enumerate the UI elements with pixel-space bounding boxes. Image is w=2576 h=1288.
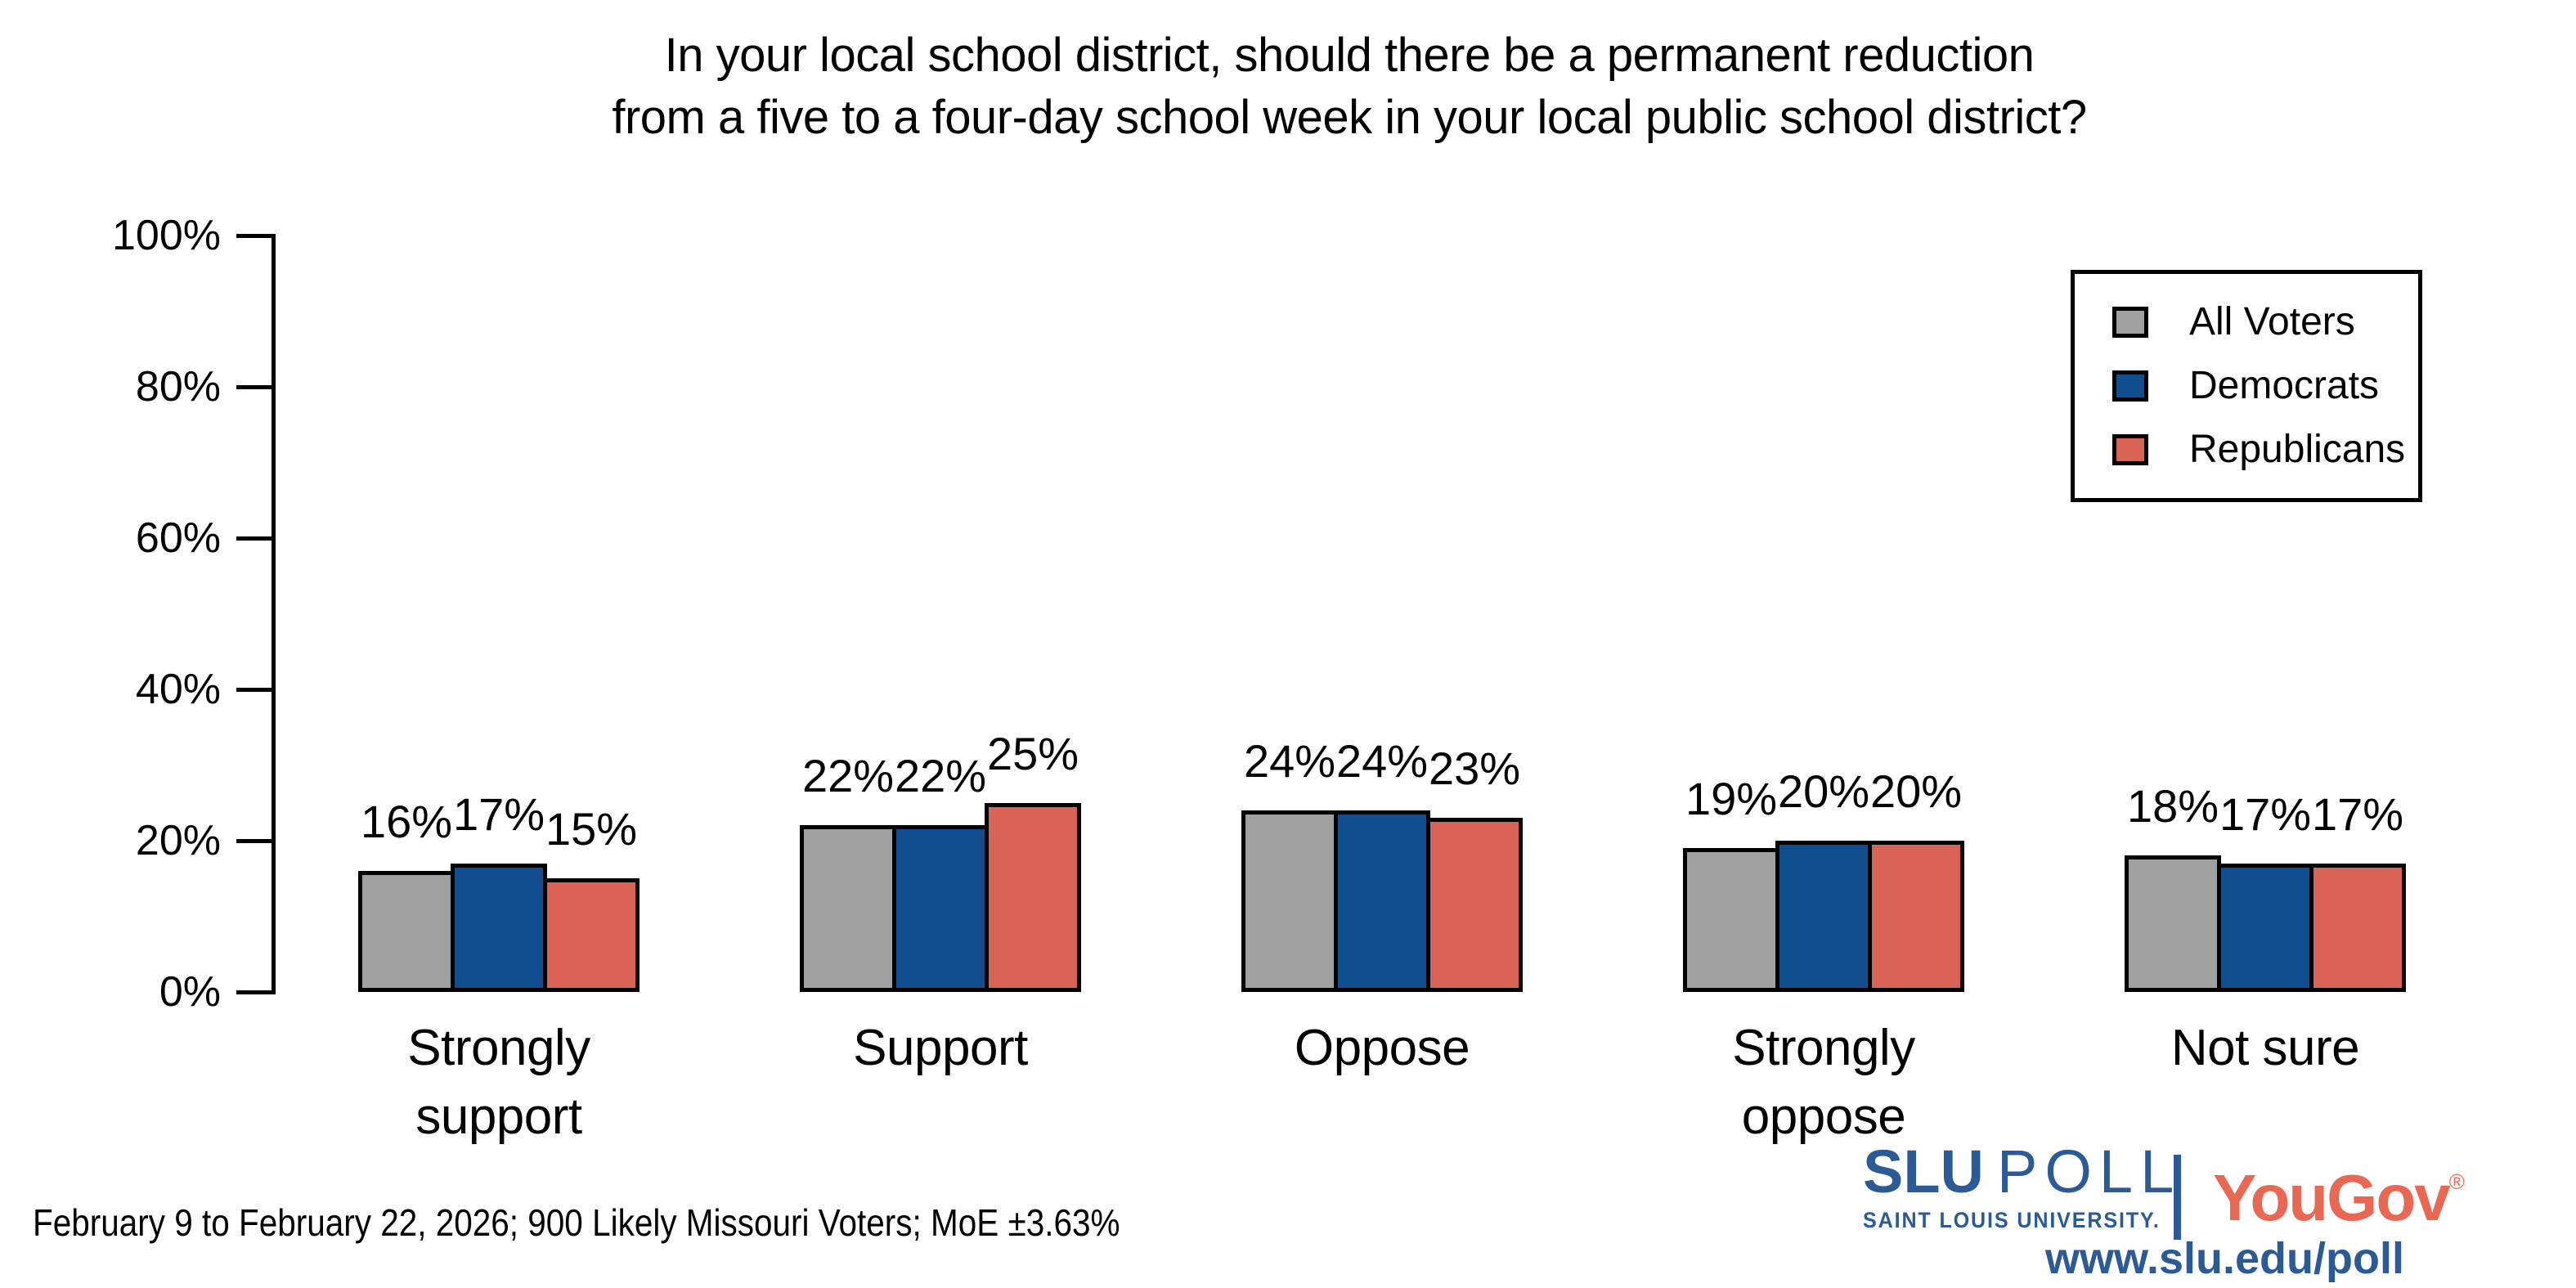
category-label-not-sure: Not sure (2012, 1014, 2519, 1083)
bar-democrats-support (892, 825, 989, 992)
y-tick-label-20: 20% (135, 817, 221, 864)
bar-all-voters-not-sure (2125, 855, 2221, 992)
bar-republicans-not-sure (2309, 864, 2406, 992)
bar-value-democrats-strongly-oppose: 20% (1777, 765, 1870, 817)
bar-value-republicans-not-sure: 17% (2311, 788, 2404, 840)
bar-value-all-voters-strongly-oppose: 19% (1685, 773, 1778, 824)
yougov-logo: YouGov® (2213, 1147, 2465, 1233)
legend-swatch-all-voters (2112, 307, 2148, 338)
legend-item-democrats: Democrats (2112, 365, 2418, 407)
bar-value-all-voters-oppose: 24% (1243, 735, 1336, 787)
y-tick-label-60: 60% (135, 514, 221, 562)
category-label-support: Support (687, 1014, 1194, 1083)
y-tick-mark-80 (236, 385, 274, 389)
category-label-strongly-oppose: Strongly oppose (1570, 1014, 2077, 1151)
bar-value-republicans-strongly-oppose: 20% (1869, 765, 1963, 817)
bar-value-all-voters-strongly-support: 16% (360, 796, 453, 847)
y-tick-mark-40 (236, 688, 274, 692)
y-tick-label-80: 80% (135, 363, 221, 411)
category-label-line: Strongly (1732, 1020, 1915, 1076)
bar-democrats-not-sure (2217, 864, 2313, 992)
y-tick-mark-0 (236, 990, 274, 994)
brand-separator-bar (2174, 1155, 2181, 1240)
footer-note: February 9 to February 22, 2026; 900 Lik… (33, 1201, 1120, 1244)
legend-label-all-voters: All Voters (2189, 300, 2355, 343)
bar-value-democrats-support: 22% (894, 750, 987, 801)
category-label-line: oppose (1741, 1088, 1906, 1145)
bar-value-republicans-strongly-support: 15% (545, 803, 638, 855)
bar-democrats-strongly-oppose (1775, 841, 1872, 992)
y-tick-mark-100 (236, 234, 274, 238)
slu-logo-light-text: POLL (1997, 1138, 2182, 1205)
registered-trademark-icon: ® (2448, 1169, 2465, 1194)
bar-value-democrats-oppose: 24% (1335, 735, 1429, 787)
chart-title-line-2: from a five to a four-day school week in… (612, 91, 2087, 144)
chart-title-line-1: In your local school district, should th… (664, 29, 2035, 82)
bar-value-republicans-support: 25% (986, 728, 1079, 779)
bar-all-voters-support (800, 825, 896, 992)
bar-all-voters-strongly-oppose (1683, 848, 1779, 992)
legend-label-republicans: Republicans (2189, 428, 2406, 471)
category-label-line: Oppose (1294, 1020, 1470, 1076)
bar-democrats-oppose (1334, 810, 1430, 992)
category-label-strongly-support: Strongly support (245, 1014, 752, 1151)
slu-logo-bold-text: SLU (1863, 1138, 1984, 1205)
bar-republicans-strongly-support (543, 878, 640, 992)
bar-all-voters-strongly-support (358, 871, 455, 992)
y-tick-label-40: 40% (135, 666, 221, 713)
bar-republicans-oppose (1426, 818, 1523, 992)
y-tick-mark-20 (236, 839, 274, 843)
legend-label-democrats: Democrats (2189, 364, 2380, 407)
legend-item-all-voters: All Voters (2112, 301, 2418, 343)
y-tick-mark-60 (236, 536, 274, 541)
chart-title: In your local school district, should th… (123, 25, 2576, 149)
bar-value-democrats-not-sure: 17% (2219, 788, 2312, 840)
slu-poll-logo: SLU POLL (1863, 1142, 2181, 1202)
legend-swatch-democrats (2112, 370, 2148, 402)
slu-logo-subtitle: SAINT LOUIS UNIVERSITY. (1863, 1208, 2161, 1232)
bar-republicans-strongly-oppose (1868, 841, 1964, 992)
y-axis-line (272, 234, 276, 994)
bar-value-democrats-strongly-support: 17% (452, 788, 545, 840)
bar-value-all-voters-support: 22% (801, 750, 895, 801)
bar-democrats-strongly-support (451, 864, 547, 992)
bar-value-republicans-oppose: 23% (1428, 743, 1521, 794)
legend: All Voters Democrats Republicans (2071, 270, 2422, 502)
bar-value-all-voters-not-sure: 18% (2126, 780, 2219, 832)
site-url: www.slu.edu/poll (2044, 1234, 2404, 1283)
category-label-line: Support (853, 1020, 1028, 1076)
y-tick-label-0: 0% (159, 968, 221, 1016)
y-tick-label-100: 100% (112, 212, 221, 259)
yougov-logo-text: YouGov (2213, 1161, 2451, 1234)
category-label-line: Strongly (407, 1020, 590, 1076)
bar-republicans-support (985, 803, 1081, 992)
legend-item-republicans: Republicans (2112, 429, 2418, 471)
category-label-line: Not sure (2170, 1020, 2360, 1076)
legend-swatch-republicans (2112, 434, 2148, 465)
bar-all-voters-oppose (1241, 810, 1338, 992)
category-label-oppose: Oppose (1129, 1014, 1636, 1083)
category-label-line: support (415, 1088, 582, 1145)
